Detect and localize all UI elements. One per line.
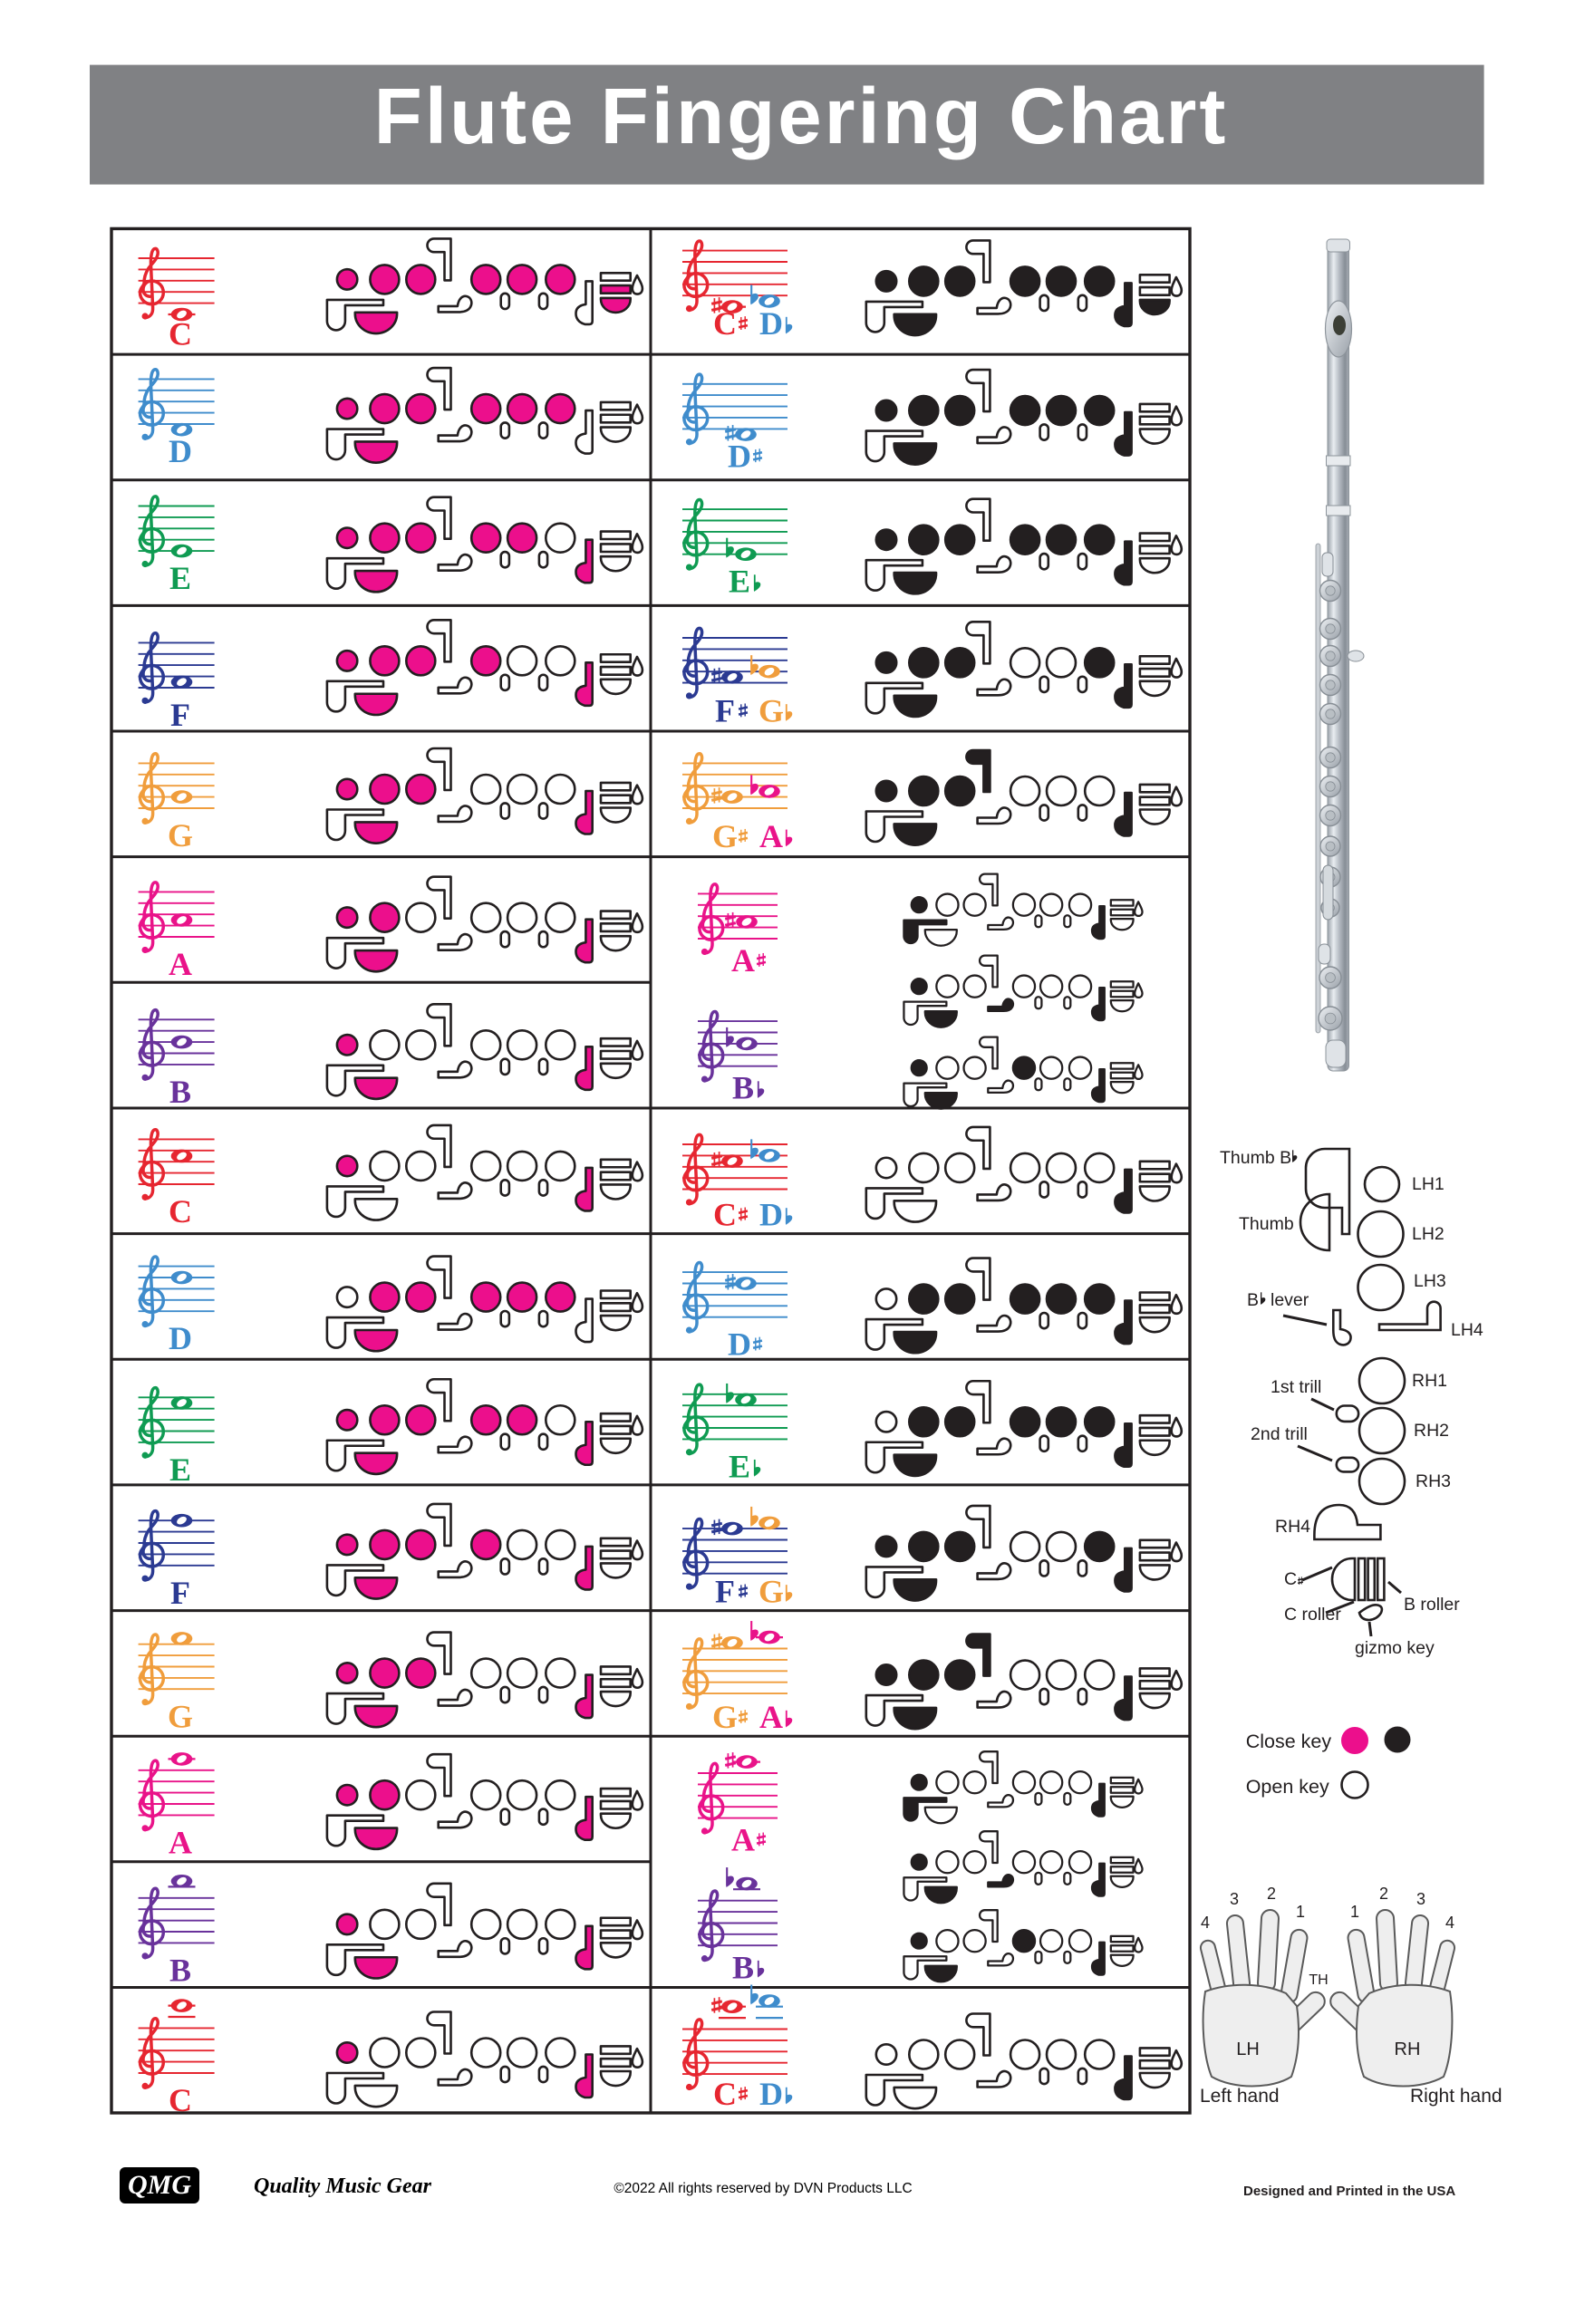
svg-text:C: C	[713, 1197, 737, 1233]
svg-text:3: 3	[1230, 1890, 1239, 1908]
svg-text:F: F	[170, 1575, 190, 1611]
svg-text:G: G	[168, 1698, 193, 1734]
svg-text:C: C	[1284, 1569, 1297, 1589]
svg-text:G: G	[759, 1574, 784, 1610]
svg-text:gizmo key: gizmo key	[1355, 1638, 1435, 1658]
svg-text:2: 2	[1379, 1885, 1388, 1903]
svg-text:LH1: LH1	[1412, 1174, 1445, 1194]
svg-text:C: C	[713, 2076, 737, 2112]
svg-text:A: A	[169, 946, 192, 982]
svg-text:D: D	[759, 2076, 783, 2112]
svg-text:C: C	[169, 2082, 192, 2118]
svg-text:F: F	[715, 1574, 735, 1610]
svg-text:C: C	[713, 305, 737, 342]
svg-text:G: G	[759, 693, 784, 729]
svg-text:E: E	[729, 1448, 750, 1484]
svg-text:2nd trill: 2nd trill	[1251, 1424, 1308, 1444]
svg-text:D: D	[759, 1197, 783, 1233]
svg-text:A: A	[731, 1822, 755, 1858]
svg-text:Close key: Close key	[1246, 1731, 1332, 1752]
svg-text:D: D	[759, 305, 783, 342]
svg-text:E: E	[169, 560, 191, 596]
svg-text:RH1: RH1	[1412, 1371, 1447, 1391]
svg-text:3: 3	[1416, 1890, 1425, 1908]
svg-text:©2022 All rights reserved by D: ©2022 All rights reserved by DVN Product…	[614, 2181, 912, 2196]
svg-text:D: D	[169, 1320, 192, 1356]
svg-text:LH2: LH2	[1412, 1224, 1445, 1244]
svg-text:B: B	[732, 1949, 754, 1985]
svg-text:RH3: RH3	[1416, 1471, 1451, 1491]
svg-text:LH4: LH4	[1451, 1320, 1483, 1340]
svg-text:Thumb B: Thumb B	[1220, 1148, 1291, 1168]
svg-text:LH: LH	[1236, 2040, 1260, 2059]
svg-text:lever: lever	[1271, 1290, 1309, 1310]
svg-text:C roller: C roller	[1284, 1605, 1341, 1625]
svg-text:G: G	[712, 818, 738, 854]
svg-text:B: B	[169, 1074, 191, 1110]
svg-text:G: G	[168, 817, 193, 853]
svg-text:4: 4	[1201, 1914, 1210, 1932]
svg-text:RH2: RH2	[1414, 1421, 1449, 1441]
svg-text:B: B	[1247, 1290, 1259, 1310]
svg-text:F: F	[170, 697, 190, 733]
svg-text:C: C	[169, 1193, 192, 1230]
svg-text:G: G	[712, 1699, 738, 1735]
svg-text:B roller: B roller	[1404, 1595, 1460, 1615]
svg-text:1: 1	[1296, 1903, 1305, 1921]
svg-text:1st trill: 1st trill	[1271, 1377, 1321, 1397]
svg-text:Designed and Printed in the US: Designed and Printed in the USA	[1243, 2184, 1455, 2199]
svg-text:Right hand: Right hand	[1410, 2086, 1503, 2107]
svg-text:B: B	[169, 1952, 191, 1988]
svg-text:LH3: LH3	[1414, 1271, 1446, 1291]
svg-text:Flute Fingering Chart: Flute Fingering Chart	[374, 72, 1229, 160]
svg-text:QMG: QMG	[128, 2170, 191, 2200]
svg-text:Thumb: Thumb	[1239, 1214, 1294, 1234]
svg-text:RH4: RH4	[1275, 1517, 1310, 1537]
svg-text:RH: RH	[1395, 2040, 1421, 2059]
svg-text:TH: TH	[1309, 1972, 1328, 1988]
svg-text:E: E	[169, 1451, 191, 1488]
svg-text:Left hand: Left hand	[1200, 2086, 1280, 2107]
svg-text:D: D	[169, 433, 192, 469]
svg-text:B: B	[732, 1070, 754, 1106]
svg-text:D: D	[728, 438, 751, 474]
svg-text:2: 2	[1267, 1885, 1276, 1903]
svg-text:4: 4	[1445, 1914, 1454, 1932]
svg-text:A: A	[731, 942, 755, 979]
svg-text:E: E	[729, 564, 750, 600]
svg-text:A: A	[169, 1824, 192, 1860]
svg-text:A: A	[759, 818, 783, 854]
svg-text:C: C	[169, 316, 192, 352]
svg-text:F: F	[715, 693, 735, 729]
svg-text:Open key: Open key	[1246, 1776, 1329, 1798]
svg-text:Quality Music Gear: Quality Music Gear	[254, 2175, 432, 2198]
svg-text:D: D	[728, 1326, 751, 1363]
svg-text:A: A	[759, 1699, 783, 1735]
svg-text:1: 1	[1350, 1903, 1359, 1921]
